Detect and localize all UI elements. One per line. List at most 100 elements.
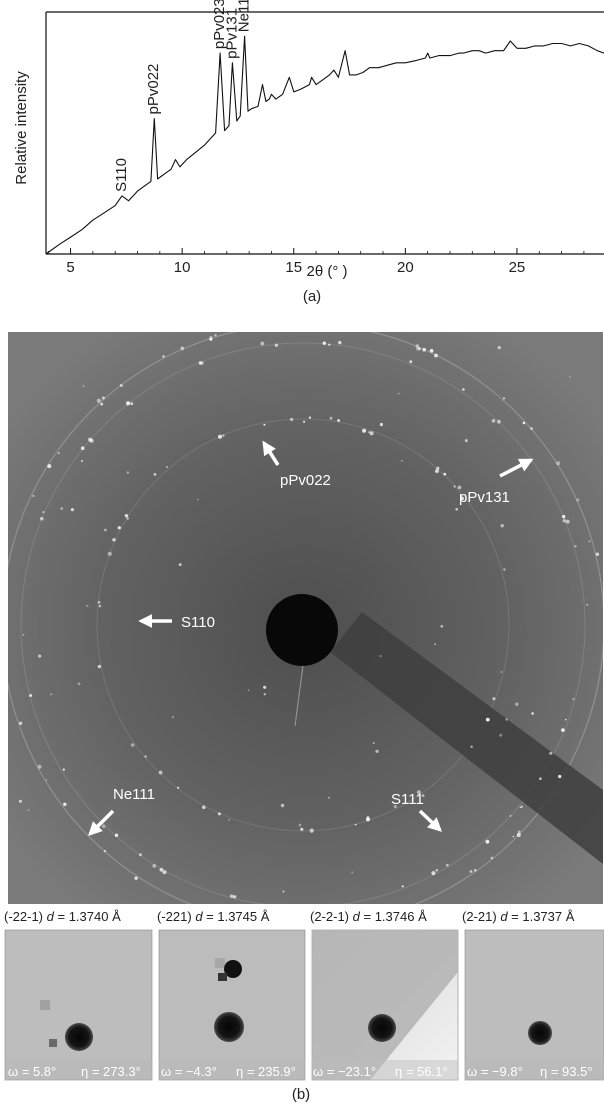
diffraction-spot	[539, 777, 542, 780]
diffraction-spot	[586, 603, 589, 606]
diffraction-spot	[469, 870, 473, 873]
diffraction-spot	[574, 545, 577, 548]
diffraction-spot	[531, 712, 534, 715]
diffraction-spot	[416, 790, 421, 795]
beamstop	[266, 594, 338, 666]
diffraction-spot	[126, 471, 129, 474]
inset-3-eta: η = 56.1°	[395, 1064, 448, 1079]
diffraction-spot	[32, 494, 35, 497]
diffraction-spot	[126, 517, 129, 520]
diffraction-spot	[435, 469, 439, 473]
diffraction-spot	[497, 346, 501, 350]
diffraction-spot	[263, 423, 266, 426]
diffraction-spot	[107, 551, 112, 557]
diffraction-spot	[436, 466, 440, 470]
diffraction-spot	[247, 689, 250, 692]
diffraction-spot	[512, 835, 515, 838]
diffraction-spot	[418, 347, 421, 350]
diffraction-ring-middle	[20, 342, 586, 904]
diffraction-spot	[499, 733, 503, 737]
diffraction-spot	[112, 538, 116, 542]
x-tick-label: 15	[285, 259, 302, 276]
diffraction-spot	[327, 796, 330, 799]
peak-label: S110	[113, 158, 130, 192]
diffraction-spot	[29, 694, 33, 697]
diffraction-spot	[453, 485, 456, 488]
inset-titles: (-22-1) d = 1.3740 Å (-221) d = 1.3745 Å…	[4, 909, 575, 924]
diffraction-spot	[492, 697, 496, 701]
diffraction-spot	[166, 466, 168, 468]
diffraction-spot	[485, 717, 490, 722]
diffraction-spot	[97, 600, 101, 604]
diffraction-spot	[289, 417, 294, 422]
diffraction-spot	[460, 496, 464, 501]
diffraction-spot	[431, 871, 436, 876]
diffraction-spot	[422, 347, 427, 352]
diffraction-spot	[509, 815, 512, 817]
inset-3-spot	[368, 1014, 396, 1042]
diffraction-spot	[82, 385, 85, 388]
y-axis-label: Relative intensity	[13, 71, 30, 185]
diffraction-spot	[435, 869, 438, 872]
diffraction-spot	[354, 823, 357, 826]
diffraction-spot	[443, 472, 447, 476]
diffraction-spot	[515, 702, 519, 706]
diffraction-spot	[351, 871, 354, 874]
diffraction-spot	[558, 774, 562, 779]
diffraction-spot	[302, 420, 306, 423]
diffraction-spot	[98, 604, 102, 608]
diffraction-spot	[440, 625, 444, 628]
diffraction-spot	[27, 809, 30, 811]
diffraction-spot	[576, 498, 580, 502]
diffraction-spot	[217, 812, 221, 816]
diffraction-spot	[126, 404, 129, 406]
peak-label: pPv131	[223, 8, 240, 59]
diffraction-spot	[455, 507, 459, 511]
diffraction-spot	[298, 823, 302, 827]
x-axis-ticks: 5 10 15 20 25	[66, 248, 525, 276]
diffraction-spot	[139, 853, 142, 857]
diffraction-spot	[572, 698, 575, 701]
diffraction-spot	[18, 799, 22, 803]
inset-4-spot	[528, 1021, 552, 1045]
diffraction-spot	[530, 427, 533, 430]
diffraction-spot	[470, 745, 473, 748]
diffraction-spot	[57, 452, 60, 455]
diffraction-spot	[379, 655, 382, 658]
diffraction-spot	[162, 870, 167, 875]
diffraction-spot	[522, 421, 526, 425]
diffraction-spot	[409, 360, 413, 364]
diffraction-spot	[516, 833, 521, 837]
diffraction-spot	[260, 341, 265, 346]
inset-2-spot-secondary	[224, 960, 242, 978]
diffraction-spot	[588, 540, 591, 543]
diffraction-spot	[564, 718, 567, 721]
diffraction-spot	[88, 437, 93, 442]
caption-a: (a)	[303, 288, 321, 305]
x-tick-label: 25	[509, 259, 526, 276]
diffraction-spot	[565, 519, 570, 524]
arrow-Ne111: Ne111	[88, 786, 155, 836]
inset-2: ω = −4.3° η = 235.9°	[158, 929, 306, 1081]
diffraction-spot	[70, 508, 74, 512]
diffraction-spot	[50, 693, 53, 696]
diffraction-spot	[434, 643, 437, 646]
diffraction-spot	[214, 334, 217, 337]
diffraction-spot	[308, 416, 311, 419]
diffraction-spot	[263, 685, 267, 689]
diffraction-spot	[159, 867, 164, 872]
diffraction-spot	[232, 895, 237, 899]
inset-4-omega: ω = −9.8°	[467, 1064, 523, 1079]
diffraction-spot	[218, 434, 222, 439]
inset-1-title: (-22-1) d = 1.3740 Å	[4, 909, 121, 924]
diffraction-spot	[485, 839, 490, 844]
diffraction-spot	[505, 718, 509, 721]
diffraction-spot	[457, 485, 462, 490]
diffraction-spot	[42, 510, 45, 514]
diffraction-image: pPv022 pPv131 S110 S111 Ne111	[8, 332, 603, 904]
arrow-pPv022: pPv022	[262, 440, 331, 489]
diffraction-spots	[18, 334, 600, 899]
